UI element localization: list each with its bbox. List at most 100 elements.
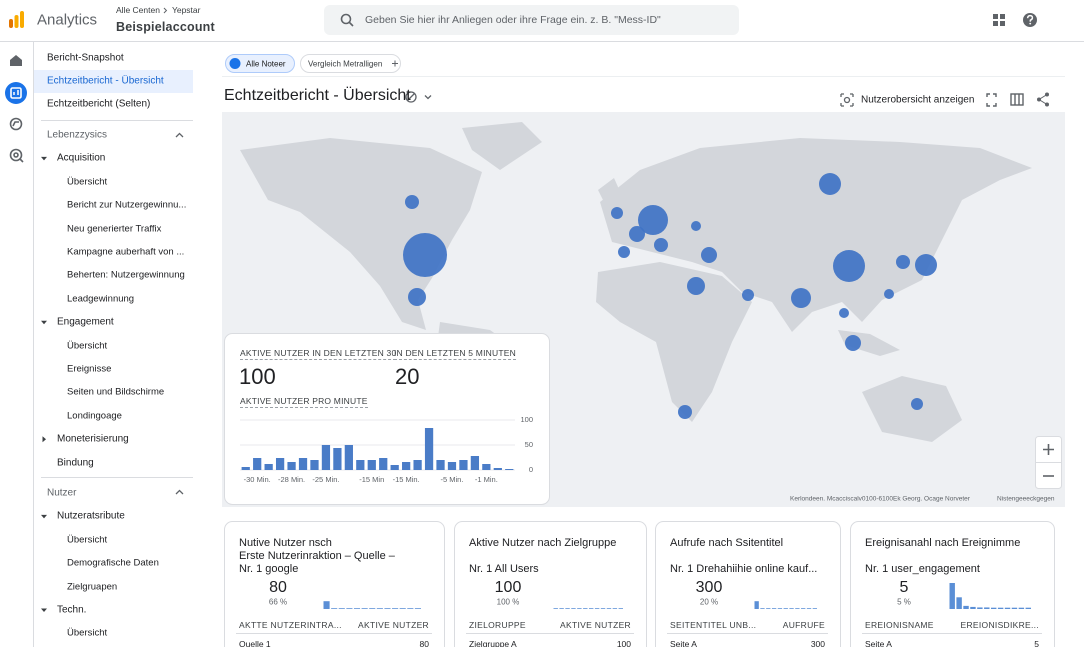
table-cell: 100 (616, 639, 631, 647)
nav-group[interactable]: Acquisition (57, 152, 106, 164)
mini-bar (559, 608, 564, 609)
map-attribution: Kerlondeen. Mcacciscalv0100-6100Ek Georg… (790, 495, 970, 503)
zoom-controls (1035, 436, 1062, 489)
bar (436, 460, 445, 470)
search-icon (340, 13, 354, 27)
caret-down (41, 514, 47, 519)
nav-subitem[interactable]: Übersicht (67, 534, 108, 546)
card-top-label: Nr. 1 Drehahiihie online kauf... (670, 563, 818, 575)
bar (356, 460, 365, 470)
breadcrumb-item[interactable]: Yepstar (171, 5, 201, 15)
table-cell: 5 (1034, 639, 1039, 647)
table-cell: 300 (810, 639, 825, 647)
search-placeholder[interactable]: Geben Sie hier ihr Anliegen oder ihre Fr… (365, 14, 661, 26)
nav-subitem[interactable]: Kampagne auberhaft von ... (67, 246, 185, 258)
explore-icon[interactable] (9, 117, 23, 131)
metric-value: 20 (395, 364, 420, 389)
table-cell: Quelle 1 (239, 639, 271, 647)
nav-group[interactable]: Bindung (57, 457, 94, 469)
mini-bar (589, 608, 594, 609)
nav-subitem[interactable]: Beherten: Nutzergewinnung (67, 269, 185, 281)
card-title: Erste Nutzerinraktion – Quelle – (239, 550, 395, 562)
column-header: AKTTE NUTZERINTRA... (239, 620, 342, 630)
action-link[interactable]: Nutzerobersicht anzeigen (861, 94, 975, 106)
breadcrumb-item[interactable]: Alle Centen (116, 5, 160, 15)
column-header: SEITENTITEL UNB... (670, 620, 757, 630)
bar (505, 469, 514, 470)
nav-subitem[interactable]: Zielgruapen (67, 581, 118, 593)
chip[interactable] (300, 54, 401, 73)
nav-subitem[interactable]: Demografische Daten (67, 557, 159, 569)
card-value: 100 (494, 579, 522, 596)
mini-bar (392, 608, 399, 609)
chip[interactable] (225, 54, 295, 73)
nav-section-title[interactable]: Nutzer (47, 487, 77, 499)
column-header: AKTIVE NUTZER (560, 620, 631, 630)
chip-label[interactable]: Vergleich Metralligen (308, 59, 383, 68)
nav-group[interactable]: Techn. (57, 604, 87, 616)
nav-subitem[interactable]: Übersicht (67, 176, 108, 188)
advertising-icon[interactable] (9, 148, 24, 163)
metric-value: 100 (239, 364, 276, 389)
nav-subitem[interactable]: Übersicht (67, 627, 108, 639)
nav-group[interactable]: Engagement (57, 316, 114, 328)
mini-bar (583, 608, 588, 609)
page-title: Echtzeitbericht - Übersicht (224, 87, 411, 104)
bar (241, 467, 250, 470)
card (454, 521, 647, 647)
nav-item[interactable]: Echtzeitbericht (Selten) (47, 98, 151, 110)
title-dropdown[interactable] (424, 95, 432, 100)
nav-group[interactable]: Nutzeratsribute (57, 510, 125, 522)
user-snapshot-icon[interactable] (840, 93, 854, 107)
nav-subitem[interactable]: Seiten und Bildschirme (67, 386, 165, 398)
column-header: EREIONISNAME (865, 620, 934, 630)
compare-icon[interactable] (1010, 93, 1024, 106)
collapse-chevron[interactable] (175, 489, 184, 495)
mini-bar (956, 597, 962, 609)
mini-bar (612, 608, 618, 609)
plus-icon (392, 60, 398, 67)
map-terms[interactable]: Nistengeeeckgegen (997, 495, 1055, 503)
table-cell: Zielgruppe A (469, 639, 517, 647)
bar (390, 465, 399, 470)
account-name[interactable]: Beispielaccount (116, 20, 215, 34)
search-box[interactable] (324, 5, 739, 35)
bar (424, 428, 434, 470)
nav-subitem[interactable]: Ereignisse (67, 363, 112, 375)
map-bubbles (403, 173, 937, 419)
fullscreen-icon[interactable] (986, 93, 997, 107)
chip-label[interactable]: Alle Noteer (246, 59, 286, 68)
mini-bar (553, 608, 558, 609)
nav-subitem[interactable]: Neu generierter Traffix (67, 223, 162, 235)
nav-subitem[interactable]: Leadgewinnung (67, 293, 135, 305)
nav-subitem[interactable]: Übersicht (67, 340, 108, 352)
mini-bar (760, 608, 765, 609)
share-icon[interactable] (1037, 92, 1049, 107)
mini-bar (795, 608, 800, 609)
mini-bar (1004, 607, 1011, 609)
collapse-chevron[interactable] (175, 132, 184, 138)
mini-bar (376, 608, 383, 609)
column-header: AKTIVE NUTZER (358, 620, 429, 630)
apps-icon[interactable] (993, 14, 1005, 26)
nav-section-title[interactable]: Lebenzzysics (47, 129, 108, 141)
chip-icon (229, 58, 241, 69)
mini-bar (970, 606, 976, 609)
zoom-in[interactable] (1043, 444, 1054, 455)
nav-group[interactable]: Moneterisierung (57, 433, 129, 445)
nav-item[interactable]: Bericht-Snapshot (47, 52, 124, 64)
bar (321, 445, 331, 470)
mini-bar (414, 608, 421, 609)
card-title: Ereignisanahl nach Ereignimme (865, 537, 1021, 549)
nav-item[interactable]: Echtzeitbericht - Übersicht (47, 75, 164, 87)
reports-icon[interactable] (5, 82, 27, 104)
mini-bar (977, 607, 983, 609)
column-header: EREIONISDIKRE... (960, 620, 1039, 630)
home-icon[interactable] (10, 55, 22, 66)
help-icon[interactable] (1023, 13, 1037, 27)
table-cell: Seite A (865, 639, 892, 647)
nav-subitem[interactable]: Londingoage (67, 410, 122, 422)
logo (9, 11, 24, 28)
caret-right (42, 436, 46, 443)
nav-subitem[interactable]: Bericht zur Nutzergewinnu... (67, 199, 187, 211)
